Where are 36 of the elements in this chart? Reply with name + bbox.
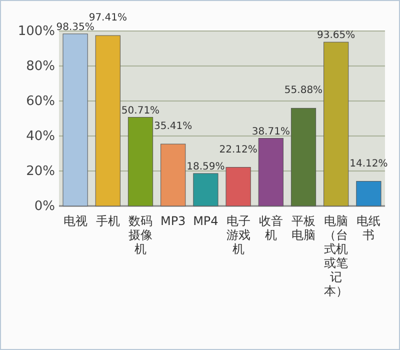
data-label: 98.35% bbox=[56, 22, 94, 33]
x-tick-label: 电脑（台式机或笔记本） bbox=[323, 214, 350, 298]
x-tick-label: MP3 bbox=[159, 214, 187, 228]
y-tick-label: 40% bbox=[26, 129, 55, 144]
data-label: 93.65% bbox=[317, 30, 356, 42]
data-label: 38.71% bbox=[252, 126, 290, 138]
y-tick-label: 0% bbox=[34, 199, 55, 214]
bar bbox=[356, 181, 382, 206]
x-tick-label: MP4 bbox=[192, 214, 220, 228]
x-tick-label: 平板电脑 bbox=[290, 214, 316, 242]
data-label: 97.41% bbox=[88, 12, 127, 24]
bar bbox=[193, 173, 218, 206]
x-tick-label: 电纸书 bbox=[356, 214, 382, 242]
y-tick-label: 100% bbox=[18, 24, 55, 39]
x-tick-label: 手机 bbox=[94, 214, 121, 228]
y-tick-label: 60% bbox=[26, 94, 55, 109]
data-label: 35.41% bbox=[154, 121, 192, 132]
bar bbox=[128, 117, 154, 206]
x-tick-label: 数码摄像机 bbox=[128, 214, 154, 256]
y-tick-label: 20% bbox=[26, 164, 55, 179]
bar bbox=[95, 35, 120, 206]
y-tick-label: 80% bbox=[26, 59, 55, 74]
data-label: 22.12% bbox=[219, 144, 258, 156]
bar bbox=[290, 108, 316, 206]
data-label: 18.59% bbox=[186, 161, 225, 172]
data-label: 50.71% bbox=[121, 105, 160, 116]
bar bbox=[258, 138, 284, 206]
bar bbox=[62, 34, 88, 206]
x-tick-label: 电子游戏机 bbox=[225, 214, 252, 256]
data-label: 14.12% bbox=[350, 158, 388, 170]
x-tick-label: 收音机 bbox=[258, 214, 284, 242]
bar bbox=[226, 167, 251, 206]
bar bbox=[160, 144, 186, 206]
bar bbox=[324, 42, 349, 206]
data-label: 55.88% bbox=[284, 85, 323, 96]
x-tick-label: 电视 bbox=[62, 214, 88, 228]
